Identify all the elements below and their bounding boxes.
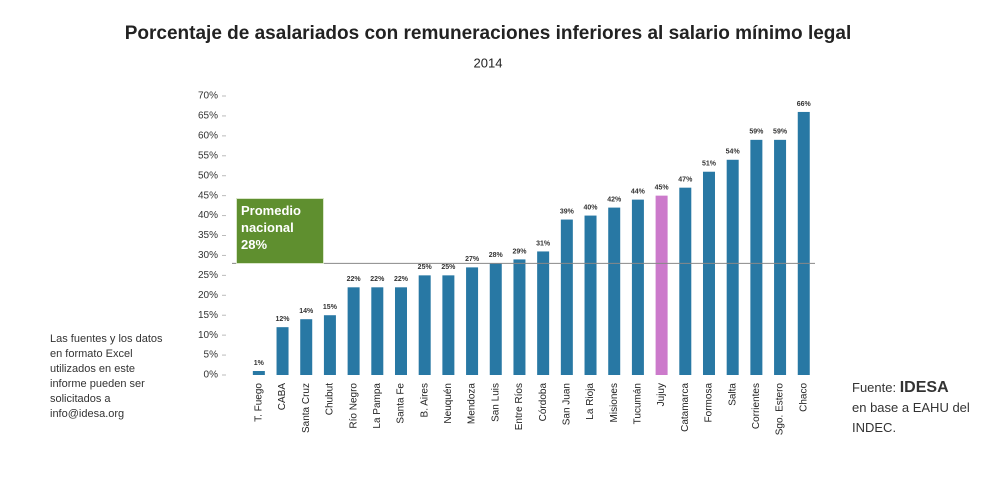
value-label: 14% [299, 308, 314, 315]
bar [608, 207, 621, 375]
bar [774, 139, 787, 375]
bar [537, 251, 550, 375]
y-tick-label: 45% [198, 190, 218, 201]
value-label: 42% [607, 196, 622, 203]
chart-subtitle: 2014 [474, 55, 503, 70]
y-tick-label: 55% [198, 150, 218, 161]
x-tick-label: Chubut [325, 383, 336, 415]
bar [560, 219, 573, 375]
value-label: 39% [560, 208, 575, 215]
y-tick-label: 70% [198, 91, 218, 102]
value-label: 29% [512, 248, 527, 255]
x-tick-label: Mendoza [467, 383, 478, 425]
bar [466, 267, 479, 375]
y-tick-label: 65% [198, 111, 218, 122]
bar [584, 215, 597, 375]
value-label: 44% [631, 188, 646, 195]
value-label: 54% [726, 149, 741, 156]
source-text: en base a EAHU del INDEC. [852, 400, 970, 435]
x-tick-label: Formosa [704, 383, 715, 423]
y-tick-label: 25% [198, 270, 218, 281]
x-tick-label: Santa Fe [396, 383, 407, 424]
x-tick-label: Tucumán [633, 383, 644, 424]
value-label: 59% [749, 129, 764, 136]
value-label: 40% [584, 204, 599, 211]
x-tick-label: Sgo. Estero [775, 383, 786, 436]
value-label: 12% [276, 316, 291, 323]
x-tick-label: San Luis [490, 383, 501, 422]
value-label: 25% [418, 264, 433, 271]
x-tick-label: Corrientes [751, 383, 762, 429]
bar [726, 159, 739, 375]
bar [679, 187, 692, 375]
x-tick-label: Córdoba [538, 383, 549, 422]
y-tick-label: 50% [198, 170, 218, 181]
x-tick-label: Salta [727, 383, 738, 406]
y-tick-label: 20% [198, 290, 218, 301]
note: Las fuentes y los datos en formato Excel… [50, 333, 163, 420]
y-tick-label: 10% [198, 330, 218, 341]
bar [323, 315, 336, 375]
x-tick-label: B. Aires [419, 383, 430, 417]
x-tick-label: CABA [277, 383, 288, 411]
y-tick-label: 35% [198, 230, 218, 241]
value-label: 45% [655, 184, 670, 191]
x-tick-label: Chaco [798, 383, 809, 412]
x-tick-label: Santa Cruz [301, 383, 312, 433]
source: Fuente: IDESA en base a EAHU del INDEC. [852, 378, 992, 438]
bar [442, 275, 455, 375]
x-tick-label: Misiones [609, 383, 620, 422]
x-tick-label: La Rioja [585, 383, 596, 420]
bar [418, 275, 431, 375]
bar [631, 199, 644, 375]
source-name: IDESA [899, 379, 949, 396]
y-tick-label: 40% [198, 210, 218, 221]
bar [750, 139, 763, 375]
bar [394, 287, 407, 375]
value-label: 51% [702, 161, 717, 168]
x-tick-label: T. Fuego [253, 383, 264, 422]
value-label: 1% [254, 360, 265, 367]
value-label: 25% [441, 264, 456, 271]
value-label: 22% [370, 276, 385, 283]
value-label: 31% [536, 240, 551, 247]
bar [276, 327, 289, 375]
bar [797, 111, 810, 375]
value-label: 28% [489, 252, 504, 259]
bar [655, 195, 668, 375]
y-tick-label: 30% [198, 250, 218, 261]
x-tick-label: Neuquén [443, 383, 454, 424]
value-label: 47% [678, 177, 693, 184]
y-tick-label: 0% [204, 370, 219, 381]
bar [347, 287, 360, 375]
y-tick-label: 5% [204, 350, 219, 361]
bar [252, 371, 265, 375]
y-tick-label: 15% [198, 310, 218, 321]
x-tick-label: Entre Ríos [514, 383, 525, 430]
value-label: 66% [797, 101, 812, 108]
bar [513, 259, 526, 375]
bar [371, 287, 384, 375]
chart-title: Porcentaje de asalariados con remuneraci… [125, 23, 852, 44]
value-label: 27% [465, 256, 480, 263]
x-tick-label: Catamarca [680, 383, 691, 432]
value-label: 15% [323, 304, 338, 311]
x-tick-label: Río Negro [348, 383, 359, 429]
source-prefix: Fuente: [852, 380, 897, 395]
average-label: Promedio nacional 28% [236, 198, 324, 264]
x-tick-label: San Juan [561, 383, 572, 425]
x-tick-label: Jujuy [656, 383, 667, 406]
bar [702, 171, 715, 375]
value-label: 59% [773, 129, 788, 136]
bar [300, 319, 313, 375]
value-label: 22% [394, 276, 409, 283]
y-tick-label: 60% [198, 130, 218, 141]
x-tick-label: La Pampa [372, 383, 383, 429]
bar [489, 263, 502, 375]
value-label: 22% [347, 276, 362, 283]
